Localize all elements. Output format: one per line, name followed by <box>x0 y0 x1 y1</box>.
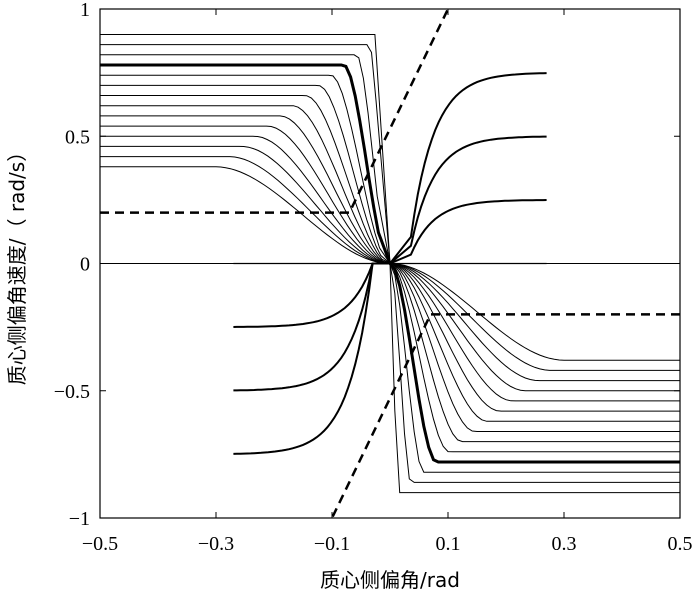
upper-left-trajectory <box>100 44 391 264</box>
lower-right-trajectory <box>389 263 680 361</box>
x-tick-label: −0.3 <box>198 533 234 555</box>
lower-right-trajectory <box>389 263 680 422</box>
axis-ticks <box>99 8 681 519</box>
lower-right-trajectory <box>389 263 680 483</box>
x-tick-label: 0.5 <box>668 533 693 555</box>
lower-right-trajectory <box>389 263 680 382</box>
lower-right-trajectory <box>389 263 680 453</box>
upper-left-trajectory <box>100 125 391 264</box>
upper-left-trajectory <box>100 145 391 264</box>
lower-right-trajectory <box>389 263 680 371</box>
upper-left-trajectory <box>100 156 390 264</box>
lower-left-trajectory <box>233 262 390 455</box>
x-axis-title: 质心侧偏角/rad <box>320 568 460 592</box>
x-tick-label: −0.5 <box>82 533 118 555</box>
y-tick-label: 0 <box>80 254 90 276</box>
upper-left-trajectory <box>100 74 391 264</box>
upper-left-trajectory <box>100 115 391 264</box>
upper-left-trajectory <box>100 63 392 265</box>
y-tick-label: −0.5 <box>54 381 90 403</box>
lower-right-trajectory <box>389 263 680 402</box>
x-tick-label: −0.1 <box>314 533 350 555</box>
upper-right-trajectory <box>389 135 547 265</box>
boundary-line <box>100 8 450 214</box>
lower-right-trajectory <box>389 263 680 392</box>
upper-left-trajectory <box>100 166 391 264</box>
boundary-line <box>330 313 680 519</box>
lower-right-trajectory <box>389 263 680 443</box>
upper-right-trajectory <box>389 72 547 265</box>
lower-right-trajectory <box>389 263 680 494</box>
upper-left-trajectory <box>100 54 391 264</box>
x-tick-label: 0.1 <box>436 533 461 555</box>
y-tick-label: 1 <box>80 0 90 21</box>
x-tick-label: 0.3 <box>552 533 577 555</box>
boundary-lines <box>100 8 680 519</box>
upper-left-trajectory <box>100 34 391 264</box>
lower-right-trajectory <box>388 262 680 464</box>
tick-labels: −0.5 −0.3 −0.1 0.1 0.3 0.5 1 0.5 0 −0.5 −1 <box>54 0 693 555</box>
y-axis-title: 质心侧偏角速度/（ rad/s） <box>5 142 29 385</box>
upper-left-trajectory <box>100 135 391 264</box>
lower-left-trajectory <box>233 262 390 392</box>
upper-left-trajectory <box>100 84 391 264</box>
upper-left-trajectory <box>100 95 391 264</box>
lower-right-trajectory <box>389 263 680 432</box>
upper-right-trajectory <box>389 199 547 265</box>
y-tick-label: −1 <box>69 508 90 530</box>
upper-left-trajectory <box>100 105 391 264</box>
lower-right-trajectory <box>389 263 680 473</box>
lower-right-trajectory <box>389 263 680 412</box>
y-tick-label: 0.5 <box>65 126 90 148</box>
lower-left-trajectory <box>233 262 390 328</box>
trajectory-curves <box>100 34 680 494</box>
